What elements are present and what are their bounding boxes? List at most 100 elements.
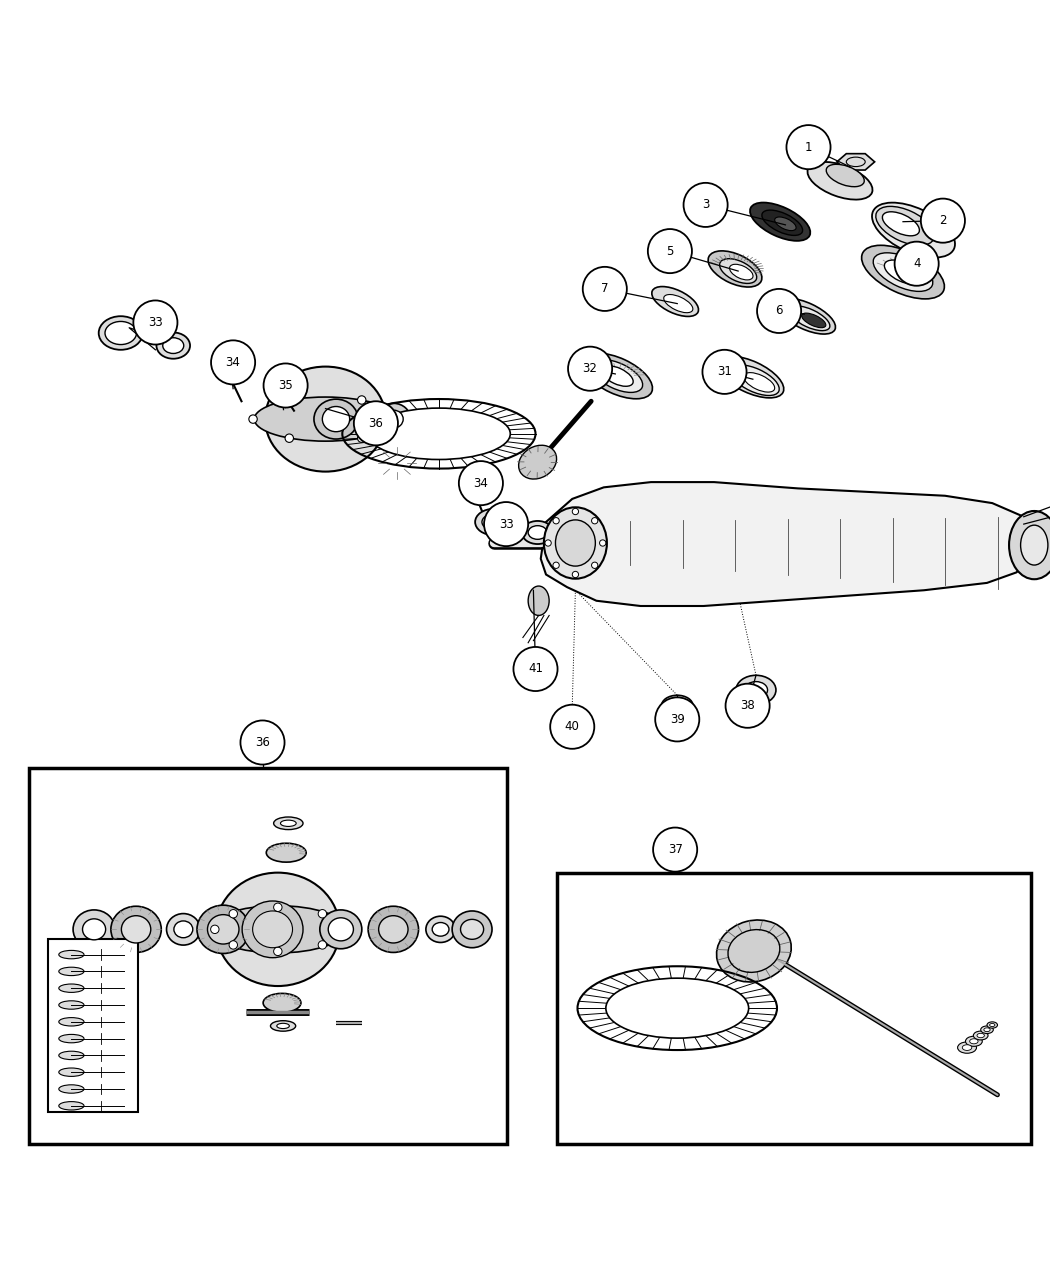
Ellipse shape	[965, 1037, 982, 1047]
Ellipse shape	[592, 360, 643, 393]
Circle shape	[459, 462, 503, 505]
Circle shape	[229, 909, 237, 918]
Circle shape	[684, 182, 728, 227]
Ellipse shape	[377, 403, 411, 435]
Ellipse shape	[801, 314, 826, 328]
Polygon shape	[837, 154, 875, 170]
Ellipse shape	[59, 1085, 84, 1093]
Ellipse shape	[59, 1001, 84, 1010]
Ellipse shape	[197, 905, 250, 954]
Circle shape	[655, 697, 699, 742]
Circle shape	[786, 125, 831, 170]
Text: 33: 33	[499, 518, 513, 530]
Ellipse shape	[271, 1021, 296, 1031]
Ellipse shape	[976, 1033, 984, 1038]
Ellipse shape	[433, 923, 449, 936]
Text: 4: 4	[912, 258, 921, 270]
Circle shape	[357, 395, 366, 404]
Ellipse shape	[59, 1051, 84, 1060]
Circle shape	[921, 199, 965, 242]
Text: 36: 36	[369, 417, 383, 430]
Ellipse shape	[379, 915, 408, 944]
Ellipse shape	[775, 217, 796, 231]
Ellipse shape	[59, 984, 84, 992]
Circle shape	[726, 683, 770, 728]
Ellipse shape	[669, 700, 686, 711]
Ellipse shape	[662, 695, 693, 717]
Circle shape	[591, 562, 597, 569]
Text: 31: 31	[717, 366, 732, 379]
Ellipse shape	[265, 367, 386, 472]
Circle shape	[211, 340, 255, 385]
Ellipse shape	[528, 586, 549, 616]
Circle shape	[285, 434, 293, 442]
Circle shape	[568, 347, 612, 390]
Polygon shape	[541, 482, 1037, 606]
Ellipse shape	[467, 486, 482, 495]
Ellipse shape	[556, 706, 588, 727]
Circle shape	[757, 289, 801, 333]
Ellipse shape	[564, 711, 581, 722]
Ellipse shape	[320, 910, 362, 949]
Ellipse shape	[762, 210, 802, 236]
Text: 41: 41	[528, 663, 543, 676]
Ellipse shape	[253, 910, 293, 947]
Ellipse shape	[208, 914, 239, 944]
Ellipse shape	[1021, 525, 1048, 565]
Ellipse shape	[862, 245, 944, 298]
Circle shape	[553, 518, 560, 524]
Circle shape	[249, 414, 257, 423]
Circle shape	[553, 562, 560, 569]
Ellipse shape	[750, 203, 811, 241]
Ellipse shape	[277, 1024, 290, 1029]
Ellipse shape	[322, 407, 350, 432]
Ellipse shape	[884, 260, 922, 284]
Ellipse shape	[384, 411, 403, 428]
Ellipse shape	[461, 919, 484, 940]
Text: 7: 7	[601, 282, 609, 296]
Text: 34: 34	[474, 477, 488, 490]
Circle shape	[572, 571, 579, 578]
Circle shape	[583, 266, 627, 311]
Text: 34: 34	[226, 356, 240, 368]
Ellipse shape	[744, 682, 768, 699]
Circle shape	[357, 434, 366, 442]
Text: 38: 38	[740, 699, 755, 713]
Ellipse shape	[59, 1068, 84, 1076]
Ellipse shape	[453, 910, 492, 947]
Ellipse shape	[99, 316, 143, 349]
Circle shape	[274, 903, 282, 912]
Text: 5: 5	[666, 245, 674, 258]
Ellipse shape	[777, 298, 836, 334]
Ellipse shape	[790, 306, 830, 330]
Circle shape	[545, 539, 551, 546]
Ellipse shape	[426, 917, 456, 942]
Circle shape	[264, 363, 308, 408]
Ellipse shape	[716, 921, 792, 982]
Ellipse shape	[731, 365, 779, 395]
Ellipse shape	[1009, 511, 1050, 579]
Ellipse shape	[652, 287, 698, 316]
Ellipse shape	[280, 820, 296, 826]
Text: 33: 33	[148, 316, 163, 329]
Text: 36: 36	[255, 736, 270, 748]
Circle shape	[591, 518, 597, 524]
Ellipse shape	[243, 901, 303, 958]
Ellipse shape	[969, 1039, 978, 1044]
Ellipse shape	[989, 1024, 995, 1026]
Ellipse shape	[981, 1026, 993, 1034]
Ellipse shape	[602, 366, 633, 386]
Ellipse shape	[528, 525, 547, 539]
Circle shape	[318, 941, 327, 949]
Text: 32: 32	[583, 362, 597, 375]
Ellipse shape	[222, 371, 236, 379]
Ellipse shape	[736, 676, 776, 705]
Ellipse shape	[59, 1017, 84, 1026]
Ellipse shape	[174, 921, 193, 937]
Ellipse shape	[522, 521, 553, 544]
Circle shape	[702, 349, 747, 394]
Ellipse shape	[973, 1031, 988, 1040]
Ellipse shape	[59, 950, 84, 959]
Circle shape	[572, 509, 579, 515]
Ellipse shape	[111, 907, 162, 952]
